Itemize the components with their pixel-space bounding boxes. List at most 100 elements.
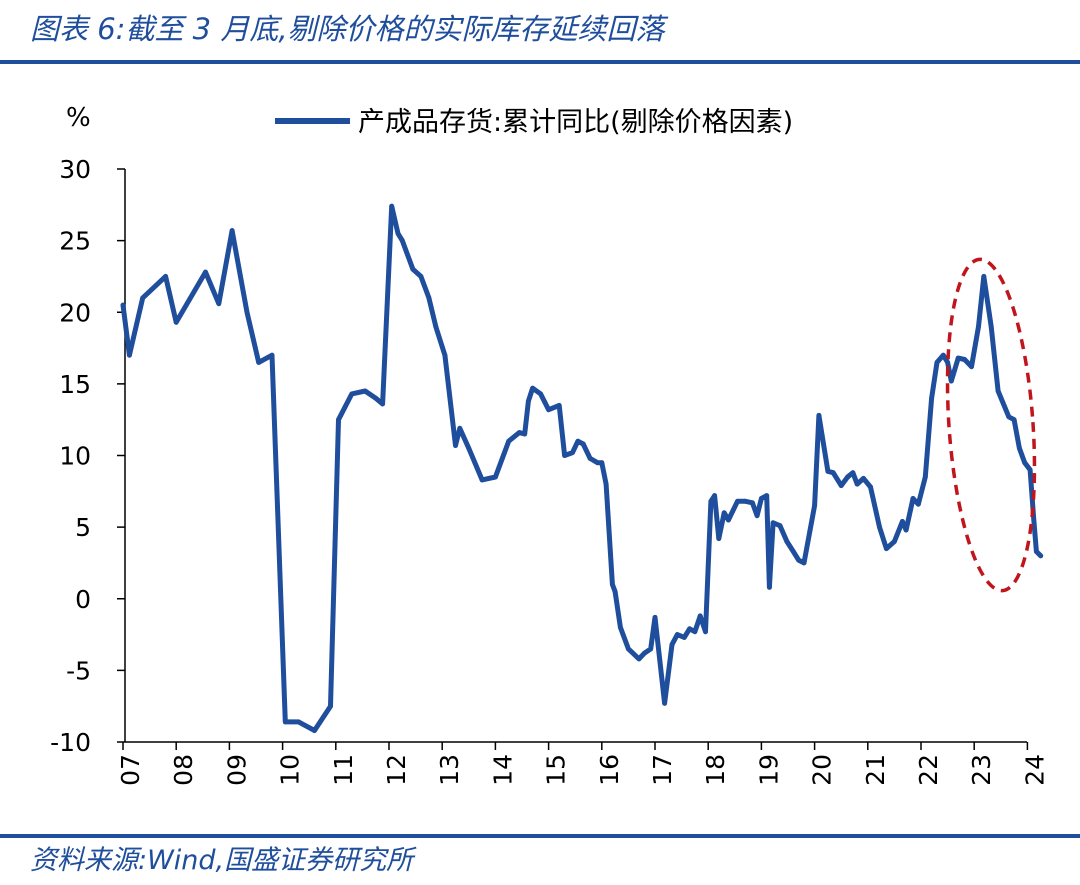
x-tick-label: 08 (169, 754, 198, 786)
data-point (587, 456, 593, 461)
data-point (282, 719, 288, 725)
data-point (900, 519, 905, 524)
data-point (861, 476, 866, 481)
data-point (652, 615, 658, 620)
data-point (599, 460, 605, 466)
data-point (955, 355, 961, 361)
y-tick-label: 10 (59, 442, 91, 471)
data-point (1006, 414, 1012, 420)
data-point (216, 301, 222, 307)
data-point (546, 407, 551, 413)
data-point (868, 484, 873, 490)
data-point (697, 613, 703, 619)
data-point (892, 539, 897, 544)
data-point (759, 496, 764, 501)
data-point (336, 417, 341, 423)
data-point (244, 309, 250, 315)
series-layer (120, 203, 1044, 733)
data-point (526, 398, 531, 404)
data-point (562, 453, 567, 458)
data-point (1022, 460, 1028, 466)
x-tick-label: 07 (116, 754, 145, 786)
data-point (750, 500, 755, 506)
legend: 产成品存货:累计同比(剔除价格因素) (275, 107, 793, 138)
data-point (903, 527, 909, 533)
data-point (767, 584, 772, 590)
data-point (1027, 467, 1033, 473)
data-point (1038, 553, 1044, 559)
x-axis-ticks: 07 08 09 10 11 12 13 14 15 16 17 18 19 20 21 22 23 24 (116, 742, 1049, 786)
data-point (410, 266, 416, 272)
data-point (399, 238, 405, 244)
data-point (603, 481, 609, 487)
data-point (433, 324, 439, 329)
data-point (612, 589, 618, 594)
data-point (796, 557, 801, 563)
data-point (530, 385, 535, 391)
data-point (466, 445, 472, 451)
y-unit-label: % (66, 103, 91, 133)
data-point (945, 360, 950, 365)
y-tick-label: -10 (50, 728, 91, 757)
data-point (349, 391, 355, 397)
data-point (838, 483, 844, 488)
data-point (801, 560, 807, 566)
data-point (256, 360, 262, 365)
data-point (784, 539, 790, 544)
data-point (735, 498, 740, 504)
data-point (120, 302, 126, 308)
data-point (595, 460, 600, 466)
x-tick-label: 13 (435, 754, 464, 786)
data-point (830, 470, 836, 476)
data-point (764, 493, 770, 498)
x-tick-label: 12 (382, 754, 411, 786)
data-point (328, 703, 333, 709)
data-point (626, 646, 631, 652)
data-point (825, 468, 831, 474)
data-point (884, 546, 889, 551)
x-tick-label: 17 (648, 754, 677, 786)
data-point (418, 274, 424, 279)
data-point (716, 536, 722, 541)
data-point (556, 403, 562, 408)
data-point (575, 438, 581, 444)
data-point (380, 401, 385, 407)
y-tick-label: 25 (59, 227, 91, 256)
data-point (721, 510, 727, 516)
data-point (692, 629, 698, 635)
data-point (948, 378, 954, 384)
y-tick-label: 20 (59, 298, 91, 327)
data-point (269, 352, 275, 358)
data-point (995, 388, 1001, 394)
data-point (642, 650, 647, 656)
data-point (229, 228, 235, 234)
data-point (669, 642, 675, 647)
x-tick-label: 09 (222, 754, 251, 786)
data-point (373, 395, 379, 401)
data-point (1017, 445, 1022, 451)
data-point (962, 357, 967, 362)
data-point (687, 626, 692, 632)
x-tick-label: 24 (1020, 754, 1049, 786)
x-tick-label: 14 (488, 754, 517, 786)
data-point (850, 470, 856, 476)
data-point (1011, 417, 1017, 423)
data-point (922, 474, 928, 480)
data-point (522, 431, 528, 437)
data-point (790, 549, 796, 554)
x-tick-label: 21 (861, 754, 890, 786)
data-point (506, 438, 512, 444)
highlight-ellipse (945, 257, 1037, 593)
legend-label: 产成品存货:累计同比(剔除价格因素) (358, 107, 793, 138)
data-point (712, 493, 717, 498)
source-note: 资料来源:Wind,国盛证券研究所 (30, 845, 414, 876)
bottom-rule (0, 834, 1080, 838)
data-point (173, 319, 179, 325)
data-point (493, 474, 498, 480)
y-tick-label: 30 (59, 155, 91, 184)
data-point (203, 269, 208, 275)
data-point (610, 582, 615, 587)
data-point (126, 352, 132, 358)
data-point (426, 295, 432, 301)
data-point (777, 523, 783, 529)
